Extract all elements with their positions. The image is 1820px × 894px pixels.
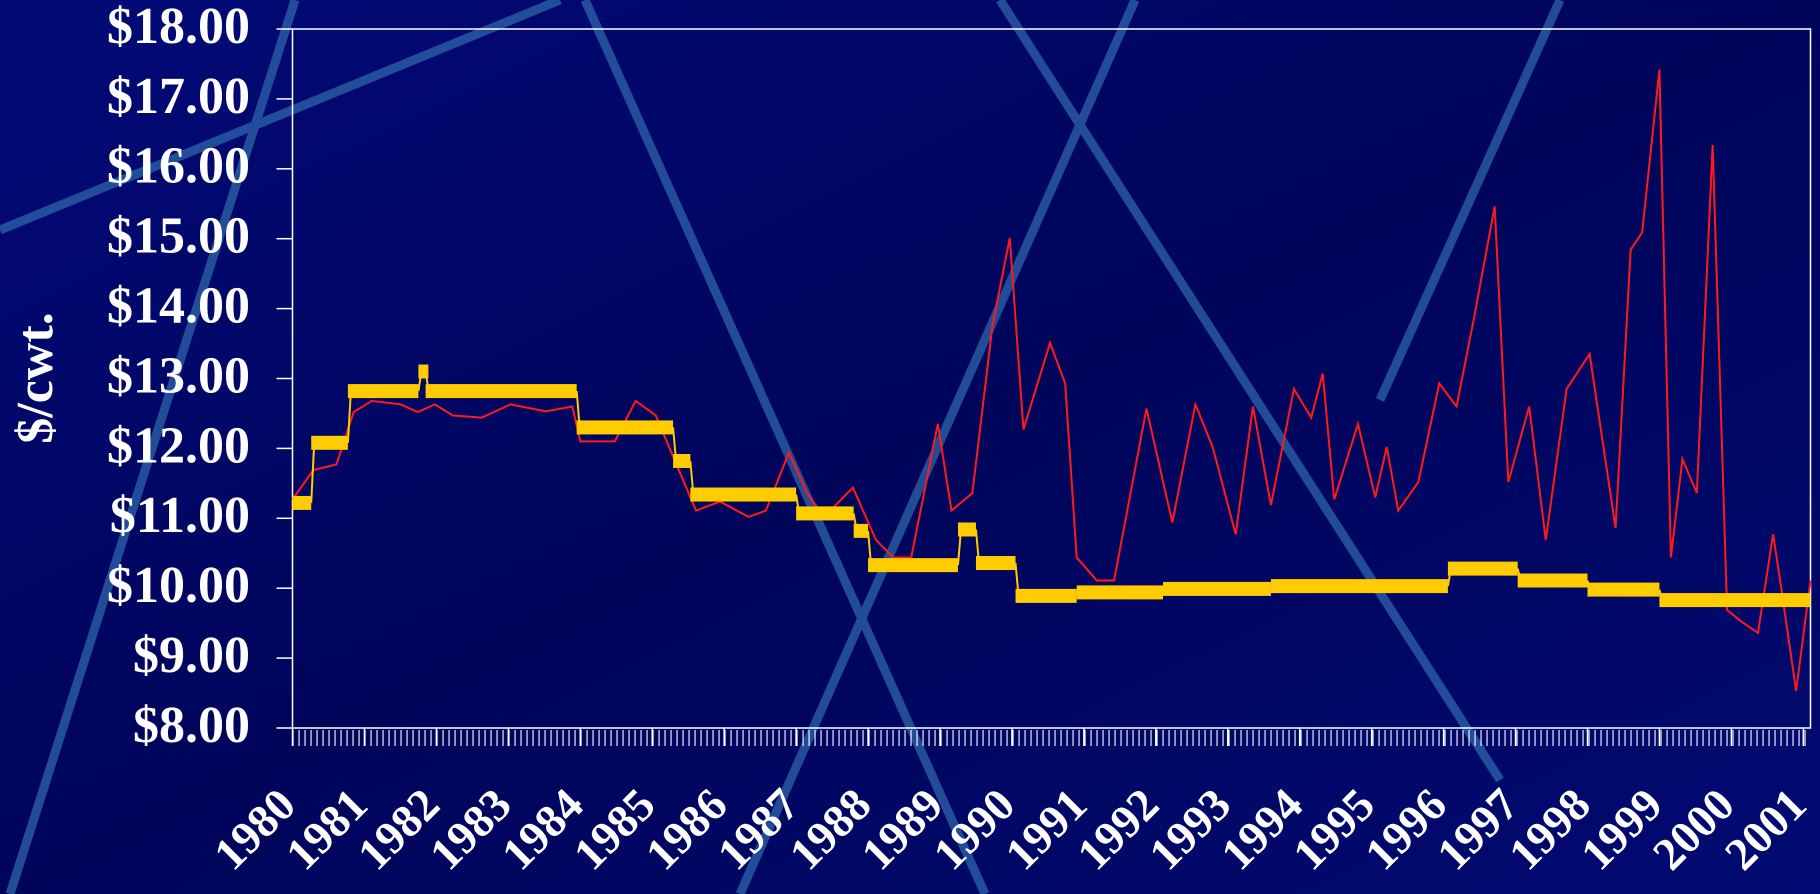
decoration [0,0,1565,894]
support-price-step [1517,573,1588,588]
price-line [291,69,1812,692]
y-axis-title: $/cwt. [7,312,64,443]
support-price-step [292,495,312,510]
y-tick-label: $8.00 [133,697,250,754]
support-price-step [957,522,976,537]
support-price-step [311,435,348,450]
support-price-step [425,384,577,399]
y-tick-label: $17.00 [107,68,250,125]
support-price-step [853,523,869,538]
support-price-step [673,453,691,468]
support-price-step [975,556,1016,571]
support-price-step [1447,561,1518,576]
y-tick-label: $13.00 [107,347,250,404]
support-price-step [347,384,419,399]
y-tick-label: $9.00 [133,627,250,684]
support-price-step [418,364,429,379]
support-price-step [576,420,674,435]
minor-ticks [292,730,1811,746]
support-price-step [1270,579,1448,594]
support-price-step [1015,588,1077,603]
y-tick-label: $12.00 [107,417,250,474]
support-price-step [1163,581,1271,596]
y-tick-label: $14.00 [107,278,250,335]
support-price-step [868,558,958,573]
step-connector [310,442,316,503]
y-tick-label: $15.00 [107,208,250,265]
y-tick-label: $11.00 [110,487,250,544]
y-tick-label: $18.00 [107,0,250,55]
y-tick-label: $10.00 [107,557,250,614]
support-price-step [796,506,854,521]
y-tick-label: $16.00 [107,138,250,195]
support-price-step [690,487,797,502]
step-connector [346,391,352,443]
support-price-step [1076,585,1164,600]
support-price-step [1659,593,1811,608]
support-price-step [1587,582,1660,597]
